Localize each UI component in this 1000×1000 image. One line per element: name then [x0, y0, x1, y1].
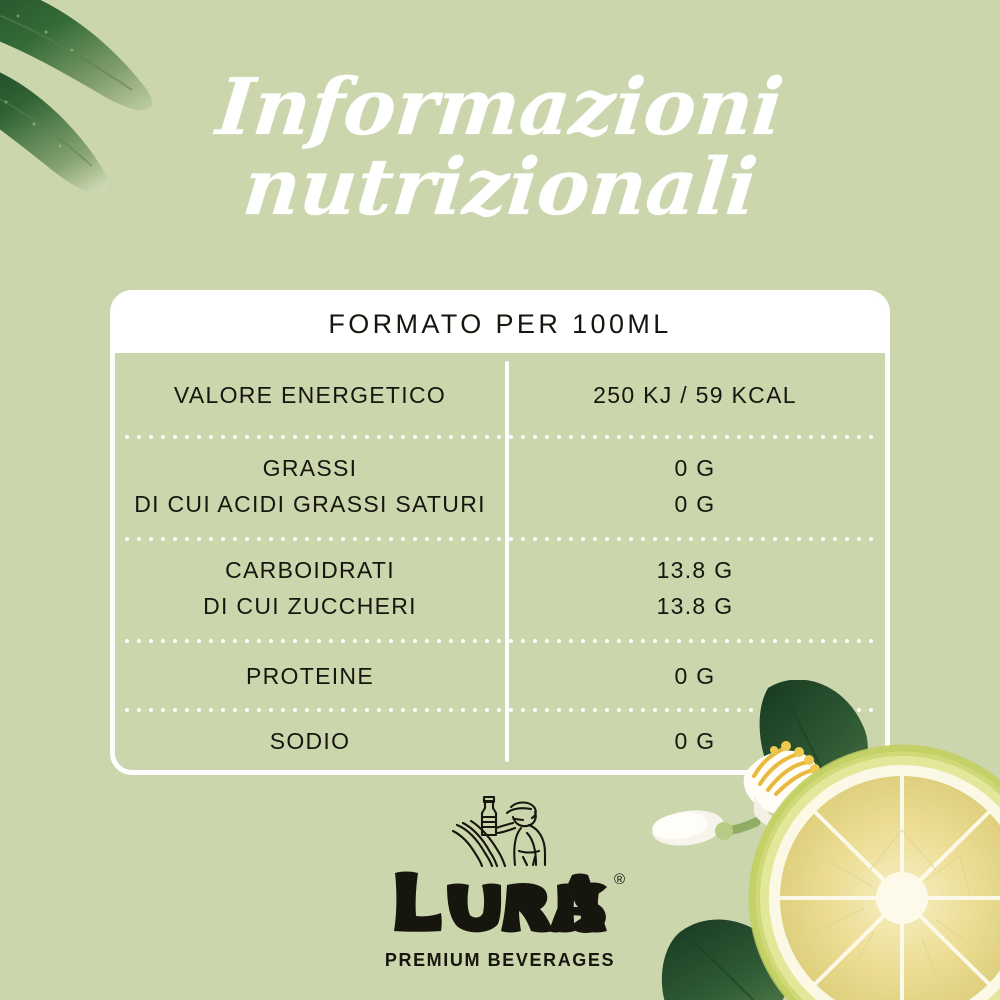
row-value: 13.8 G [656, 557, 734, 584]
logo-tagline: PREMIUM BEVERAGES [384, 950, 616, 970]
row-value: 0 G [674, 455, 716, 482]
nutrition-card: FORMATO PER 100ML VALORE ENERGETICO 250 … [110, 290, 890, 775]
row-subvalue: 13.8 G [656, 593, 734, 619]
row-values: 250 KJ / 59 KCAL [505, 378, 885, 414]
row-label: CARBOIDRATI [225, 557, 395, 584]
brand-logo: ® PREMIUM BEVERAGES [0, 795, 1000, 971]
row-label: VALORE ENERGETICO [173, 382, 447, 409]
table-row: CARBOIDRATI DI CUI ZUCCHERI 13.8 G 13.8 … [115, 547, 885, 631]
row-sublabel: DI CUI ACIDI GRASSI SATURI [134, 491, 486, 517]
card-header-title: FORMATO PER 100ML [328, 308, 672, 339]
row-value: 0 G [674, 663, 716, 690]
row-values: 0 G [505, 724, 885, 760]
page-title: Informazioni nutrizionali [0, 62, 1000, 234]
row-label: PROTEINE [246, 663, 374, 690]
row-subvalue: 0 G [674, 491, 716, 517]
row-labels: PROTEINE [115, 659, 505, 695]
lurisia-wordmark [394, 871, 607, 933]
row-separator [121, 537, 879, 541]
table-row: VALORE ENERGETICO 250 KJ / 59 KCAL [115, 359, 885, 433]
row-label: SODIO [269, 728, 351, 755]
row-values: 0 G [505, 659, 885, 695]
row-sublabel: DI CUI ZUCCHERI [203, 593, 417, 619]
row-labels: CARBOIDRATI DI CUI ZUCCHERI [115, 553, 505, 624]
row-separator [121, 708, 879, 712]
card-header: FORMATO PER 100ML [115, 295, 885, 353]
row-label: GRASSI [262, 455, 358, 482]
table-row: GRASSI DI CUI ACIDI GRASSI SATURI 0 G 0 … [115, 445, 885, 529]
title-line-1: Informazioni [212, 62, 788, 153]
title-line-2: nutrizionali [238, 142, 762, 234]
row-values: 13.8 G 13.8 G [505, 553, 885, 624]
row-separator [121, 435, 879, 439]
logo-wordmark-wrap: ® [391, 869, 625, 939]
row-labels: GRASSI DI CUI ACIDI GRASSI SATURI [115, 451, 505, 522]
registered-trademark-symbol: ® [613, 871, 625, 888]
row-labels: SODIO [115, 724, 505, 760]
row-labels: VALORE ENERGETICO [115, 378, 505, 414]
table-row: SODIO 0 G [115, 713, 885, 771]
worker-with-bottle-icon [451, 795, 547, 867]
nutrition-table: VALORE ENERGETICO 250 KJ / 59 KCAL GRASS… [115, 353, 885, 770]
row-value: 250 KJ / 59 KCAL [593, 382, 797, 409]
row-separator [121, 639, 879, 643]
column-divider [505, 361, 509, 762]
row-value: 0 G [674, 728, 716, 755]
table-row: PROTEINE 0 G [115, 647, 885, 707]
row-values: 0 G 0 G [505, 451, 885, 522]
